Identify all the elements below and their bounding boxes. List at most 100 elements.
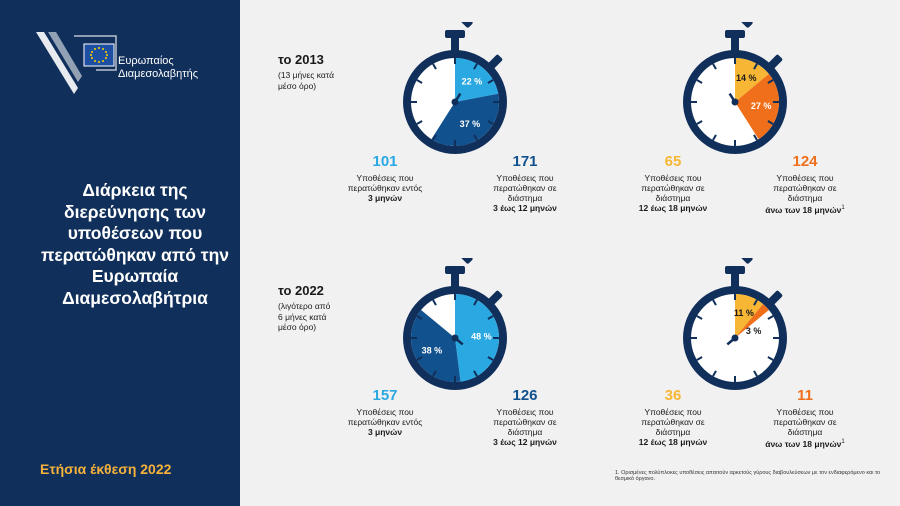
side-button-left	[737, 258, 753, 264]
stat-desc: περατώθηκαν εντός	[347, 183, 423, 193]
ombudsman-logo-icon	[36, 32, 117, 94]
tick-mark	[712, 134, 717, 141]
tick-mark	[753, 134, 758, 141]
stat-period: 3 έως 12 μηνών	[493, 437, 557, 447]
tick-mark	[473, 299, 478, 306]
tick-mark	[696, 356, 703, 361]
tick-mark	[416, 120, 423, 125]
tick-mark	[696, 79, 703, 84]
tick-mark	[416, 356, 423, 361]
stat-value: 124	[792, 153, 818, 170]
tick-mark	[712, 370, 717, 377]
logo-text: Ευρωπαίος Διαμεσολαβητής	[118, 55, 198, 81]
side-button-left	[457, 258, 473, 264]
stat-period-text: άνω των 18 μηνών	[765, 438, 842, 449]
stat-value: 11	[797, 387, 813, 404]
tick-mark	[712, 63, 717, 70]
stat-desc: Υποθέσεις που	[356, 173, 414, 183]
stat-desc: διάστημα	[655, 193, 691, 203]
tick-mark	[487, 79, 494, 84]
stat-desc: περατώθηκαν σε	[493, 183, 557, 193]
stopwatch-chart: 48 % 38 %	[403, 258, 507, 390]
hand-pivot	[451, 334, 459, 342]
tick-mark	[487, 356, 494, 361]
stat-desc: περατώθηκαν σε	[493, 417, 557, 427]
pie-slice	[455, 294, 499, 382]
slice-label: 22 %	[462, 77, 483, 87]
footnote: 1. Ορισμένες πολύπλοκες υποθέσεις απαιτο…	[615, 470, 881, 482]
stat-value: 171	[512, 153, 538, 170]
tick-mark	[487, 315, 494, 320]
stat-desc: περατώθηκαν σε	[773, 183, 837, 193]
stat-value: 101	[372, 153, 398, 170]
side-button-left	[737, 22, 753, 28]
annual-report-label: Ετήσια έκθεση 2022	[40, 461, 172, 477]
stat-desc: Υποθέσεις που	[496, 173, 554, 183]
tick-mark	[416, 79, 423, 84]
tick-mark	[473, 370, 478, 377]
stat-desc: διάστημα	[787, 427, 823, 437]
note-line: (λιγότερο από	[278, 301, 331, 311]
stat-desc: διάστημα	[787, 193, 823, 203]
year-2022-heading: το 2022	[278, 283, 324, 298]
slice-label: 27 %	[751, 101, 772, 111]
stopwatch-chart: 22 % 37 %	[403, 22, 507, 154]
logo-line-2: Διαμεσολαβητής	[118, 68, 198, 80]
hand-pivot	[731, 98, 739, 106]
stat-period: άνω των 18 μηνών1	[740, 437, 870, 449]
stat-desc: Υποθέσεις που	[496, 407, 554, 417]
tick-mark	[753, 63, 758, 70]
hand-pivot	[451, 98, 459, 106]
pie-slice	[735, 304, 769, 338]
hand-pivot	[731, 334, 739, 342]
tick-mark	[753, 370, 758, 377]
tick-mark	[473, 63, 478, 70]
stat-3-12-months-2022: 126 Υποθέσεις που περατώθηκαν σε διάστημ…	[460, 387, 590, 447]
tick-mark	[432, 134, 437, 141]
stat-period: άνω των 18 μηνών1	[740, 203, 870, 215]
stat-desc: περατώθηκαν εντός	[347, 417, 423, 427]
stat-period: 12 έως 18 μηνών	[638, 437, 708, 447]
footnote-marker: 1	[841, 439, 845, 445]
stat-value: 36	[664, 387, 682, 404]
stat-desc: Υποθέσεις που	[776, 173, 834, 183]
year-2013-heading: το 2013	[278, 52, 324, 67]
stat-desc: Υποθέσεις που	[776, 407, 834, 417]
tick-mark	[767, 79, 774, 84]
crown-stem	[731, 37, 739, 51]
pie-slice	[411, 309, 461, 382]
year-2022-note: (λιγότερο από 6 μήνες κατά μέσο όρο)	[278, 301, 330, 333]
pie-slice	[735, 58, 769, 102]
tick-mark	[712, 299, 717, 306]
crown-stem	[451, 37, 459, 51]
slice-label: 48 %	[471, 331, 492, 341]
stat-period: 12 έως 18 μηνών	[638, 203, 708, 213]
stat-desc: Υποθέσεις που	[644, 173, 702, 183]
slice-label: 37 %	[460, 119, 481, 129]
sidebar: Ευρωπαίος Διαμεσολαβητής Διάρκεια της δι…	[0, 0, 240, 506]
tick-mark	[696, 315, 703, 320]
tick-mark	[767, 120, 774, 125]
stat-period: 3 μηνών	[367, 193, 403, 203]
crown-icon	[725, 266, 745, 274]
stopwatch-chart: 11 % 3 %	[683, 258, 787, 390]
stat-under-3-months-2013: 101 Υποθέσεις που περατώθηκαν εντός 3 μη…	[320, 153, 450, 203]
note-line: μέσο όρο)	[278, 322, 317, 332]
stat-value: 65	[664, 153, 682, 170]
stat-desc: περατώθηκαν σε	[773, 417, 837, 427]
stopwatch-chart: 14 % 27 %	[683, 22, 787, 154]
stat-desc: περατώθηκαν σε	[641, 417, 705, 427]
tick-mark	[767, 315, 774, 320]
stat-12-18-months-2022: 36 Υποθέσεις που περατώθηκαν σε διάστημα…	[608, 387, 738, 447]
stat-desc: διάστημα	[655, 427, 691, 437]
stat-desc: διάστημα	[507, 427, 543, 437]
stat-over-18-months-2013: 124 Υποθέσεις που περατώθηκαν σε διάστημ…	[740, 153, 870, 215]
stat-desc: διάστημα	[507, 193, 543, 203]
crown-stem	[451, 273, 459, 287]
tick-mark	[432, 370, 437, 377]
stat-12-18-months-2013: 65 Υποθέσεις που περατώθηκαν σε διάστημα…	[608, 153, 738, 213]
stat-over-18-months-2022: 11 Υποθέσεις που περατώθηκαν σε διάστημα…	[740, 387, 870, 449]
stat-3-12-months-2013: 171 Υποθέσεις που περατώθηκαν σε διάστημ…	[460, 153, 590, 213]
side-button-left	[457, 22, 473, 28]
tick-mark	[753, 299, 758, 306]
